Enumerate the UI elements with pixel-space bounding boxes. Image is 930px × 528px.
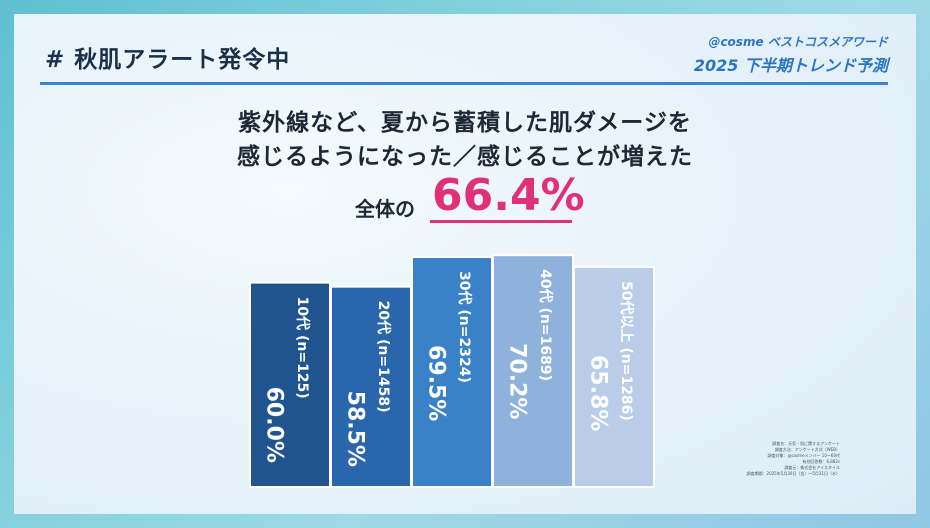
header-divider (40, 82, 888, 85)
value-label-2: 58.5% (343, 391, 368, 467)
trend-title: 2025 下半期トレンド予測 (693, 56, 888, 75)
value-label-3: 69.5% (424, 345, 449, 421)
survey-note-line: 調査方法：アンケート方式（WEB） (774, 447, 840, 452)
hashtag-title: # 秋肌アラート発令中 (45, 47, 291, 73)
category-label-4: 40代 (n=1689) (537, 269, 554, 381)
value-label-1: 60.0% (262, 387, 287, 463)
category-label-2: 20代 (n=1458) (375, 301, 392, 413)
survey-note-line: 調査名：天気・肌に関するアンケート (772, 441, 840, 446)
category-label-1: 10代 (n=125) (294, 297, 311, 399)
bar-1 (249, 281, 331, 488)
total-label: 全体の (355, 197, 415, 221)
bar-4 (492, 254, 574, 488)
brand-name: @cosme ベストコスメアワード (708, 35, 888, 49)
bar-5 (573, 266, 655, 488)
survey-note-line: 調査対象：@cosmeメンバー 10〜60代 (767, 453, 840, 458)
headline-line-2: 感じるようになった／感じることが増えた (237, 144, 693, 170)
value-label-5: 65.8% (586, 355, 611, 431)
survey-note-line: 有効回答数：6,882s (802, 459, 840, 464)
survey-note: 調査名：天気・肌に関するアンケート 調査方法：アンケート方式（WEB） 調査対象… (640, 441, 840, 477)
total-value: 66.4% (432, 170, 585, 221)
bar-2 (330, 285, 412, 488)
total-underline (430, 220, 572, 223)
category-label-5: 50代以上 (n=1286) (618, 281, 635, 421)
headline-line-1: 紫外線など、夏から蓄積した肌ダメージを (238, 110, 692, 136)
brand-block: @cosme ベストコスメアワード 2025 下半期トレンド予測 (694, 33, 888, 76)
survey-note-line: 調査元：株式会社アイスタイル (784, 465, 840, 470)
value-label-4: 70.2% (505, 343, 530, 419)
survey-note-line: 調査期間：2025年5月30日（金）〜5月31日（水） (746, 471, 840, 476)
category-label-3: 30代 (n=2324) (456, 271, 473, 383)
bar-3 (411, 256, 493, 488)
